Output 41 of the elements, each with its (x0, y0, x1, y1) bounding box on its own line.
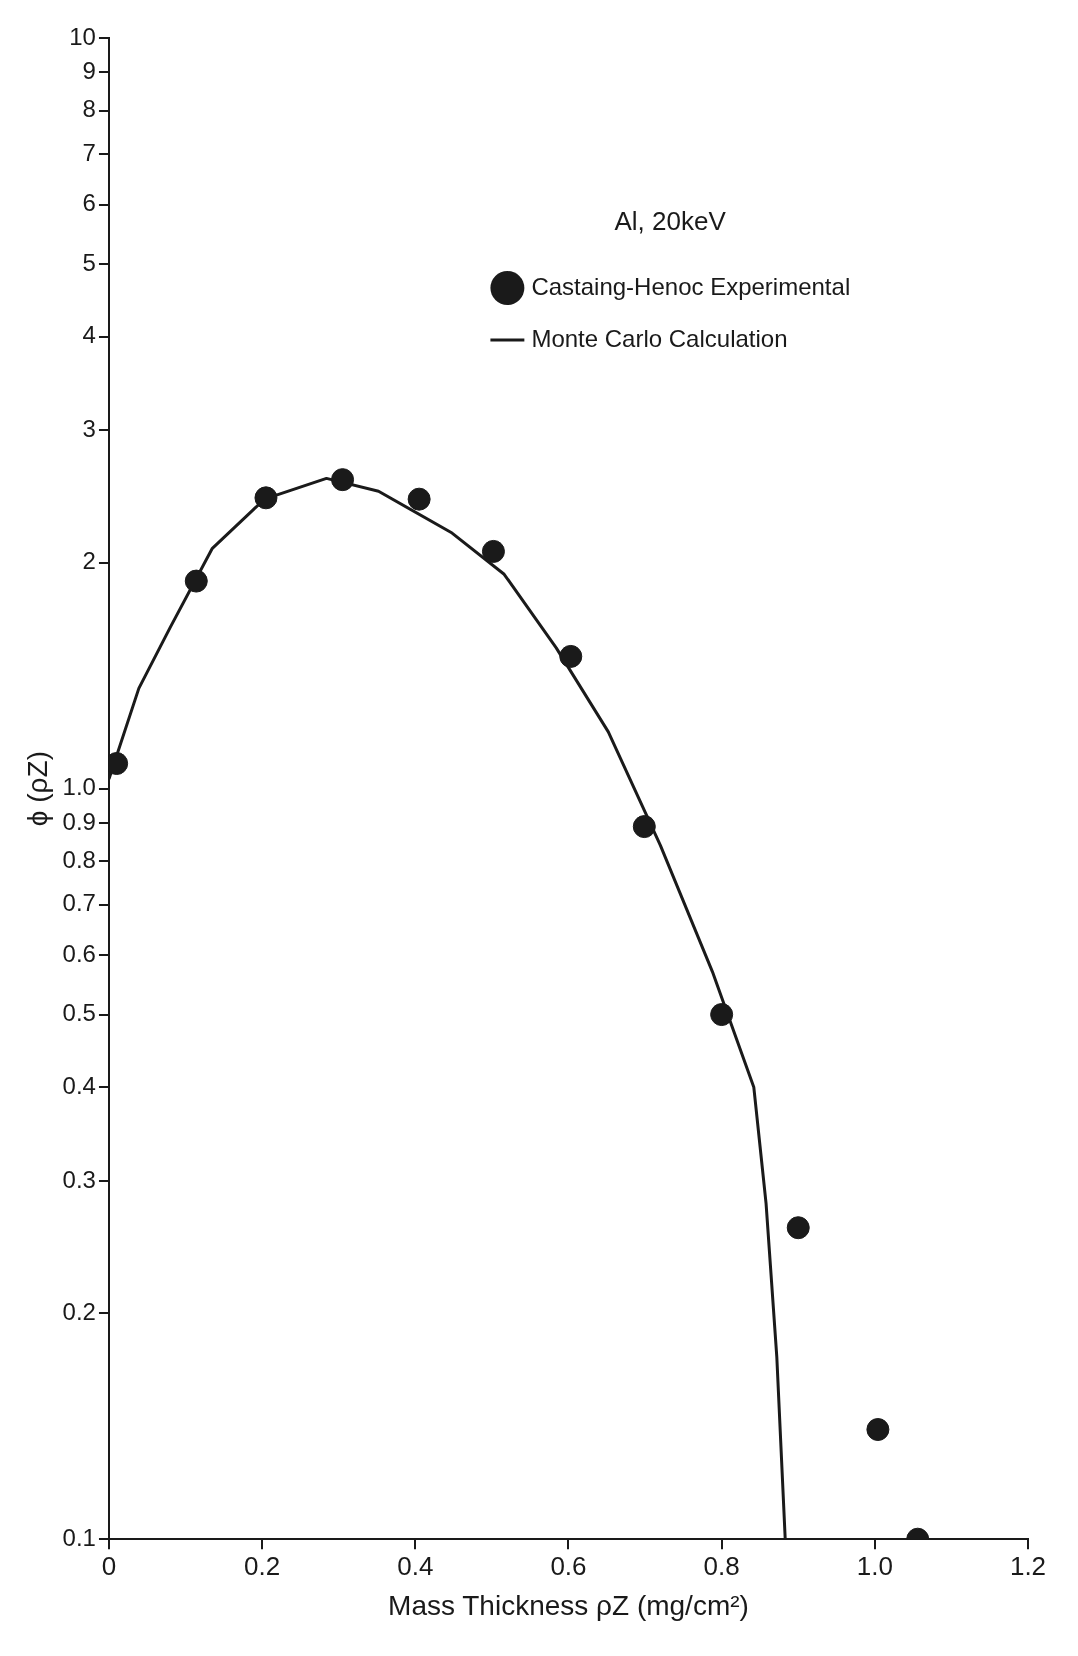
x-tick-label: 0 (101, 1550, 117, 1581)
y-tick-label: 6 (82, 189, 96, 217)
y-tick-label: 9 (82, 56, 96, 84)
y-tick-label: 0.4 (62, 1071, 96, 1099)
x-tick-label: 0.8 (703, 1550, 740, 1581)
point (331, 468, 355, 492)
point (632, 815, 656, 839)
point (710, 1003, 734, 1027)
y-tick-label: 0.8 (62, 845, 96, 873)
y-tick-label: 1.0 (62, 773, 96, 801)
annotation: Al, 20keV (614, 206, 727, 237)
point (481, 539, 505, 563)
y-tick-label: 10 (69, 22, 96, 50)
y-tick-label: 4 (82, 321, 96, 349)
x-tick-label: 0.2 (244, 1550, 281, 1581)
y-tick-label: 2 (82, 547, 96, 575)
legend-label: Castaing-Henoc Experimental (531, 272, 851, 300)
point (254, 486, 278, 510)
y-tick-label: 0.6 (62, 939, 96, 967)
y-tick-label: 7 (82, 138, 96, 166)
point (407, 487, 431, 511)
point (184, 569, 208, 593)
x-tick-label: 0.4 (397, 1550, 434, 1581)
y-tick-label: 8 (82, 95, 96, 123)
y-tick-label: 0.3 (62, 1165, 96, 1193)
legend-label: Monte Carlo Calculation (531, 324, 788, 352)
y-tick-label: 0.7 (62, 889, 96, 917)
x-tick-label: 1.0 (856, 1550, 893, 1581)
y-axis-title: ϕ (ρZ) (21, 751, 53, 827)
point (559, 644, 583, 668)
y-tick-label: 5 (82, 248, 96, 276)
point (786, 1216, 810, 1240)
y-tick-label: 0.9 (62, 807, 96, 835)
point (866, 1418, 890, 1442)
x-tick-label: 0.6 (550, 1550, 587, 1581)
x-axis-title: Mass Thickness ρZ (mg/cm²) (388, 1589, 749, 1621)
x-tick-label: 1.2 (1009, 1550, 1047, 1581)
y-tick-label: 0.1 (62, 1523, 96, 1551)
y-tick-label: 0.2 (62, 1297, 96, 1325)
y-tick-label: 3 (82, 415, 96, 443)
y-tick-label: 0.5 (62, 999, 96, 1027)
